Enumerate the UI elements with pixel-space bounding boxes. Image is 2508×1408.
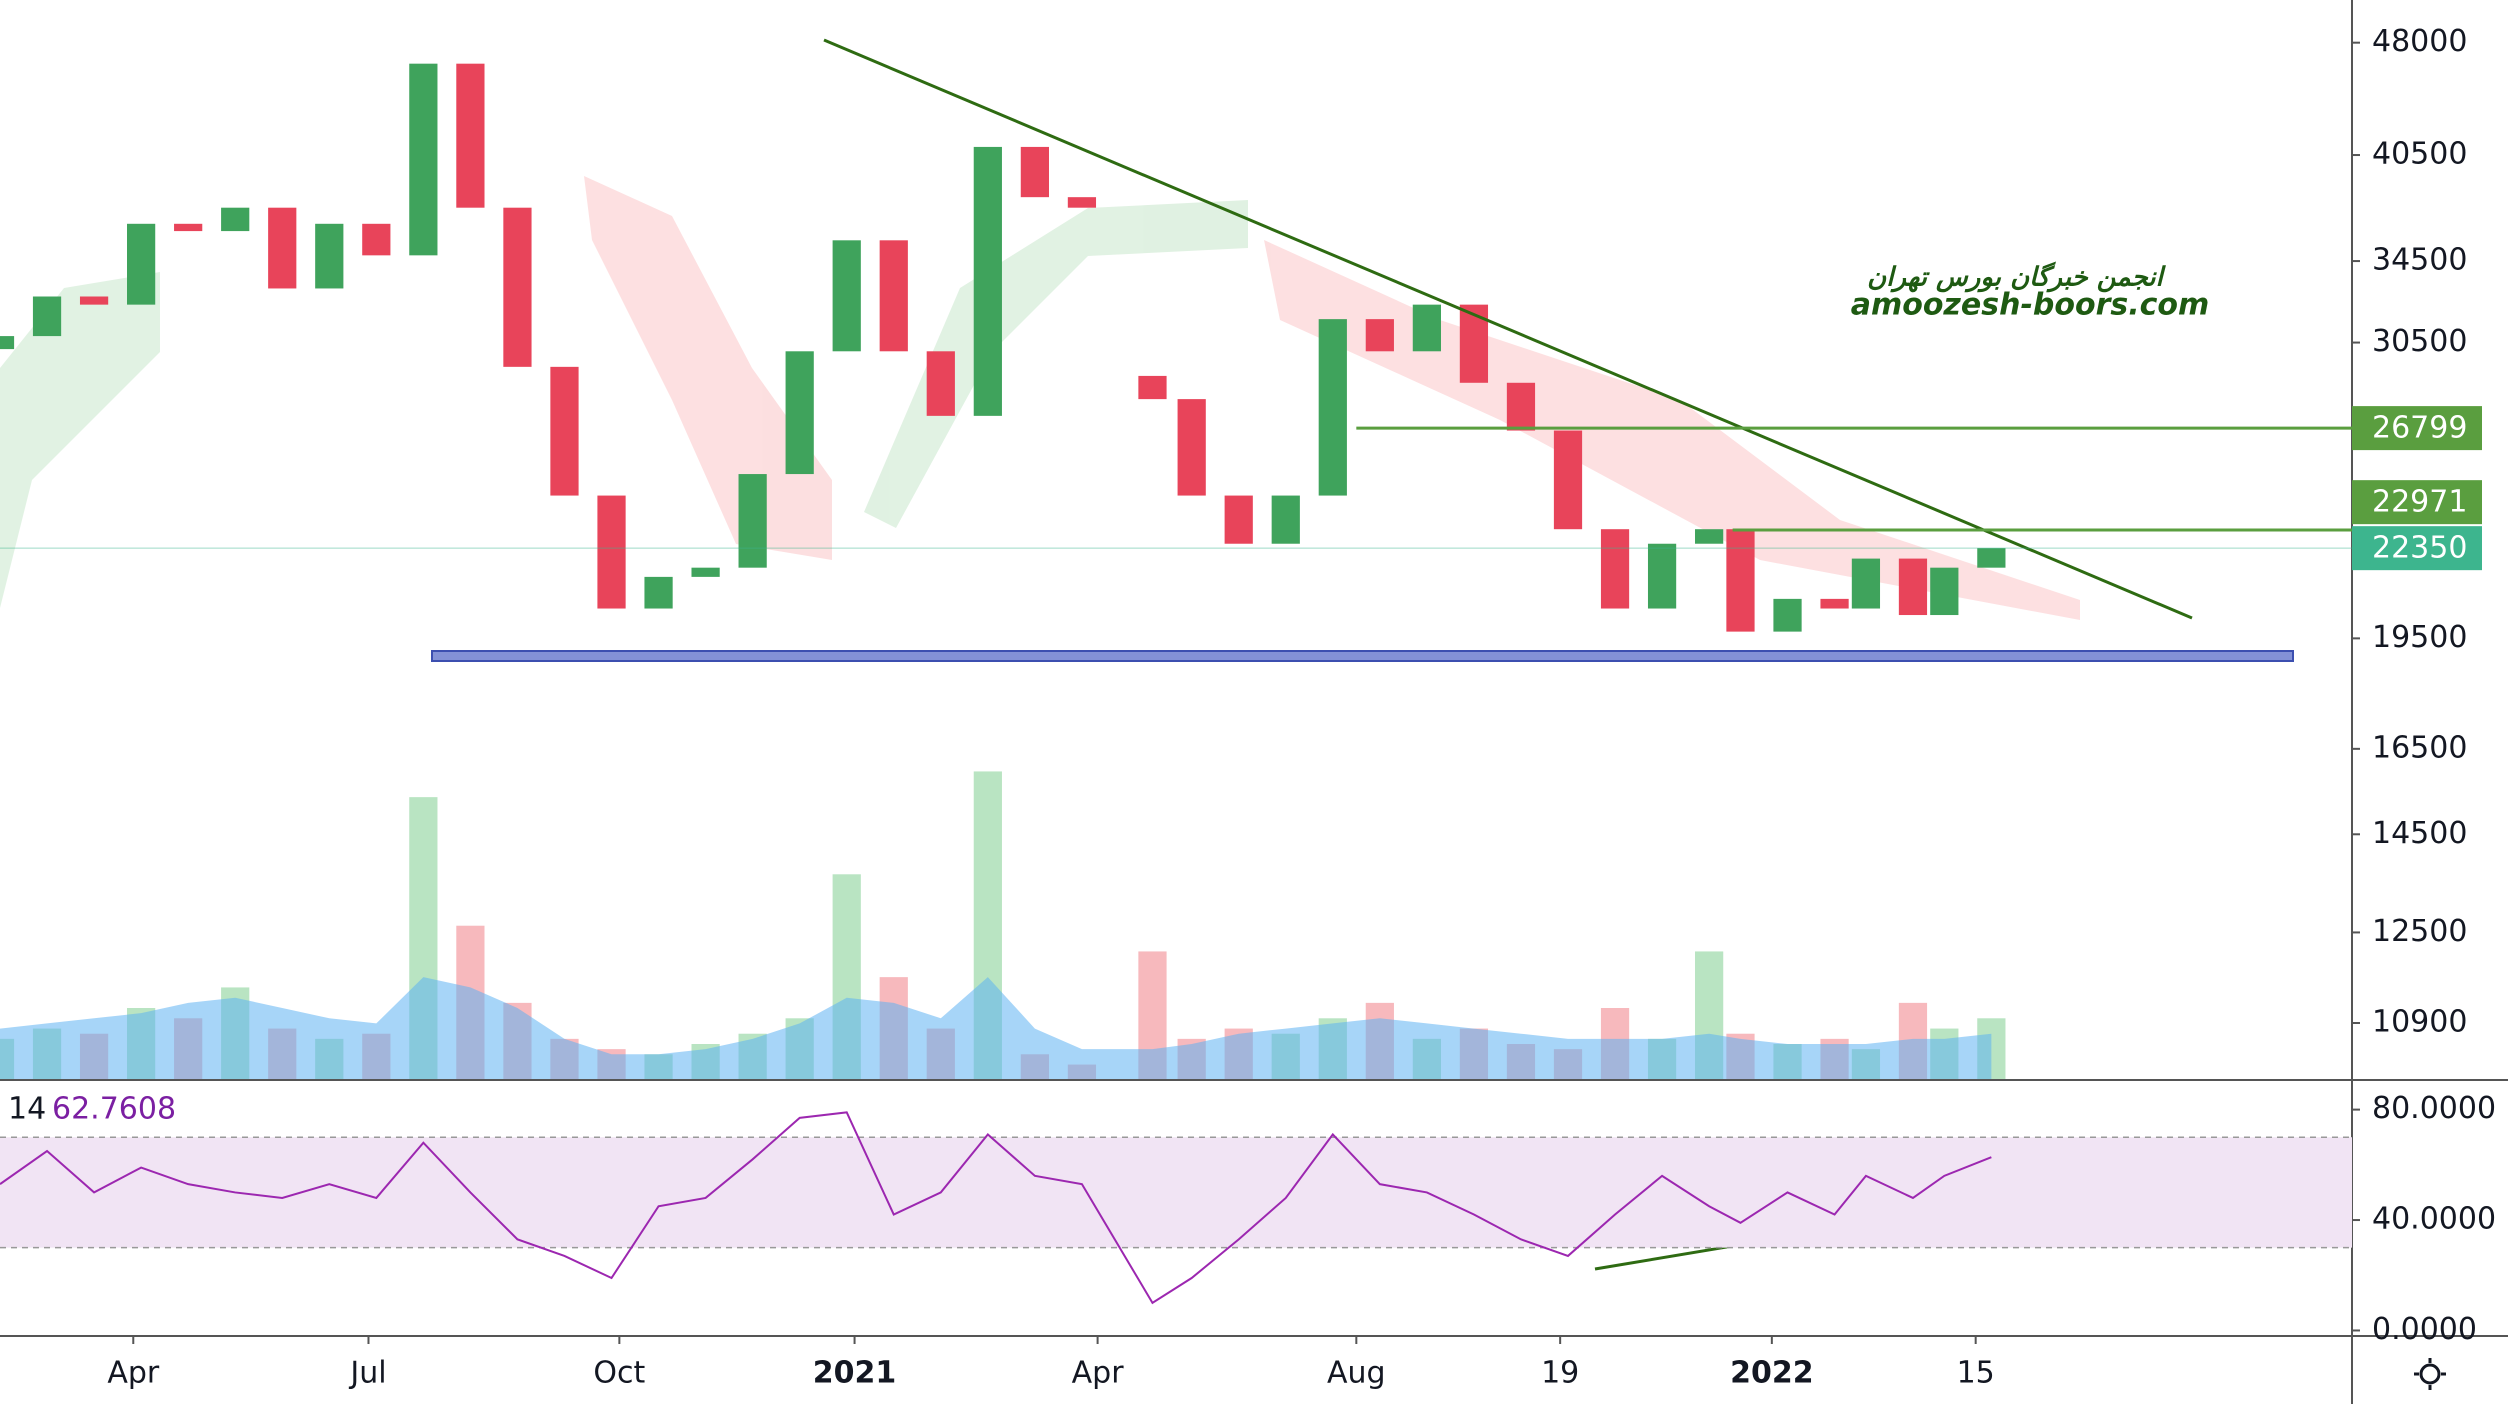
level-label-box [2352,406,2482,451]
candle-body [174,223,203,232]
candle-body [1851,558,1881,609]
candle-body [1365,319,1394,352]
candle-body [127,223,156,305]
candle-body [550,366,579,496]
watermark-persian: انجمن خبرگان بورس تهران [1867,261,2167,293]
support-zone [431,650,2294,662]
candle-body [1977,548,2006,568]
y-tick-label: 40500 [2372,137,2467,172]
volume-ma-area [0,977,1992,1080]
x-tick-label: Aug [1327,1356,1386,1391]
candle-body [597,495,626,609]
candle-body [1773,598,1802,632]
candle-body [503,207,532,367]
candle-body [1553,430,1583,530]
candle-body [1898,558,1928,616]
rsi-band [0,1137,2352,1248]
x-tick-label: Oct [593,1356,645,1391]
candle-body [738,474,767,568]
candle-body [1177,399,1206,496]
candle-body [268,207,297,289]
candle-body [362,223,391,256]
candle-body [32,296,62,337]
candle-body [1020,146,1049,198]
candle-body [0,336,15,350]
candle-body [1647,543,1677,609]
candle-body [1318,319,1347,496]
candle-body [926,351,955,416]
y-tick-label: 14500 [2372,816,2467,851]
candle-body [1224,495,1253,544]
level-label: 22350 [2372,531,2467,566]
candle-body [409,63,438,256]
candle-body [1459,304,1489,383]
trend-line [823,38,2193,620]
rsi-y-tick-label: 80.0000 [2372,1091,2496,1126]
candle-body [644,576,673,609]
candle-body [832,240,861,352]
x-tick-label: 2022 [1730,1356,1814,1391]
level-label-box [2352,526,2482,571]
x-tick-label: Apr [1072,1356,1125,1391]
rsi-length: 14 [8,1092,46,1127]
candle-body [1271,495,1300,544]
rsi-line [0,1111,1992,1305]
settings-icon[interactable] [2414,1358,2446,1390]
candle-body [221,207,250,232]
rsi-value: 62.7608 [52,1092,176,1127]
watermark-url: amoozesh-boors.com [1851,288,2210,323]
candle-body [973,146,1002,416]
y-tick-label: 12500 [2372,914,2467,949]
candle-body [1820,598,1849,609]
y-tick-label: 34500 [2372,243,2467,278]
candle-body [1930,567,1959,616]
candle-body [315,223,344,289]
candle-body [1695,529,1724,544]
candle-body [1726,529,1755,632]
candle-body [1138,375,1167,400]
candle-body [1412,304,1441,352]
candle-body [691,567,720,577]
rsi-y-tick-label: 0.0000 [2372,1312,2477,1347]
candle-body [1600,529,1630,609]
candle-body [879,240,908,352]
y-tick-label: 30500 [2372,324,2467,359]
x-tick-label: Apr [107,1356,160,1391]
x-tick-label: 2021 [813,1356,897,1391]
level-label: 26799 [2372,411,2467,446]
x-tick-label: Jul [348,1356,386,1391]
x-tick-label: 19 [1541,1356,1579,1391]
x-tick-label: 15 [1957,1356,1995,1391]
candle-body [79,296,109,305]
level-label-box [2352,480,2482,525]
candle-body [1067,197,1097,208]
candle-body [785,351,814,475]
ichimoku-cloud [0,176,2080,620]
overlay: 48000 40500 34500 30500 19500 16500 14500 12500… [0,24,2496,1391]
candle-body [456,63,485,208]
candle-body [1506,382,1536,431]
y-tick-label: 19500 [2372,620,2467,655]
y-tick-label: 48000 [2372,24,2467,59]
y-tick-label: 16500 [2372,730,2467,765]
y-tick-label: 10900 [2372,1005,2467,1040]
rsi-y-tick-label: 40.0000 [2372,1202,2496,1237]
level-label: 22971 [2372,485,2467,520]
